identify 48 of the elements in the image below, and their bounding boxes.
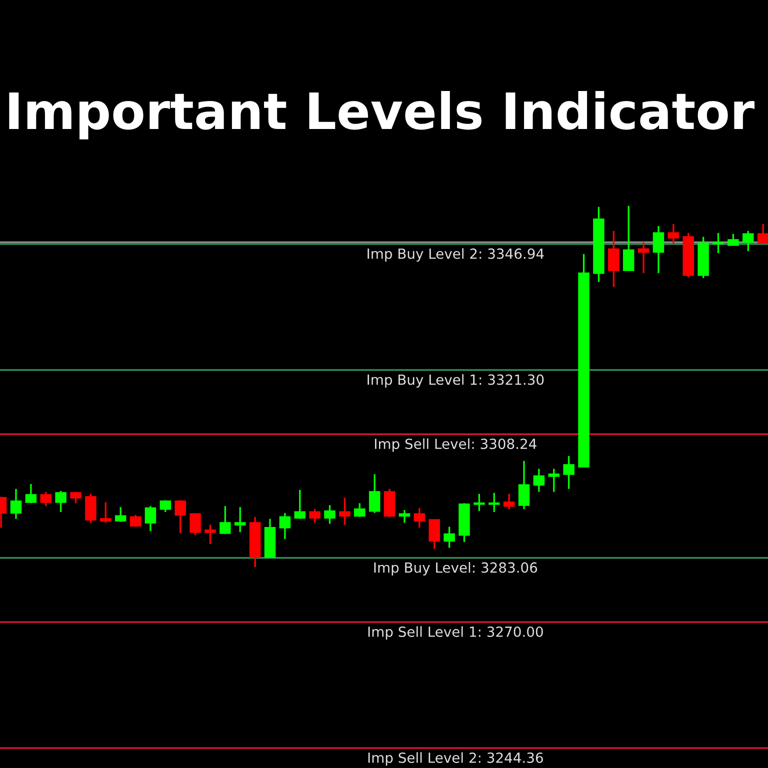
candlestick bbox=[414, 507, 426, 529]
candlestick bbox=[190, 513, 201, 536]
candlestick bbox=[204, 524, 216, 545]
candlestick bbox=[757, 223, 768, 244]
candlestick bbox=[25, 483, 37, 504]
candlestick bbox=[428, 519, 440, 550]
candlestick bbox=[728, 233, 739, 246]
candlestick bbox=[144, 505, 156, 532]
candlestick bbox=[85, 492, 96, 524]
ref-line-label: Imp Buy Level 1: 3321.30 bbox=[368, 374, 544, 388]
candlestick bbox=[40, 491, 52, 507]
candlestick bbox=[294, 489, 306, 520]
candlestick bbox=[742, 230, 754, 252]
candlestick bbox=[174, 499, 186, 534]
candlestick bbox=[444, 526, 455, 549]
candlestick bbox=[474, 492, 485, 512]
candlestick bbox=[55, 490, 66, 513]
ref-line-label: Imp Sell Level: 3308.24 bbox=[375, 438, 536, 452]
candlestick bbox=[100, 501, 112, 524]
ref-line-label: Imp Sell Level 2: 3244.36 bbox=[368, 752, 543, 766]
candlestick bbox=[354, 502, 366, 518]
candlestick bbox=[712, 232, 724, 254]
candlestick bbox=[503, 492, 515, 510]
candlestick bbox=[220, 505, 231, 535]
candlestick bbox=[518, 460, 530, 510]
candlestick bbox=[398, 509, 410, 524]
candlestick bbox=[234, 506, 246, 533]
ref-line-label: Imp Buy Level 2: 3346.94 bbox=[368, 248, 544, 262]
ref-line-label: Imp Sell Level 1: 3270.00 bbox=[368, 626, 543, 640]
candlestick bbox=[533, 468, 545, 493]
candlestick bbox=[548, 468, 560, 493]
candlestick bbox=[114, 506, 126, 523]
candlestick bbox=[10, 488, 22, 520]
candlestick bbox=[309, 508, 320, 524]
candlestick bbox=[279, 512, 291, 540]
candlestick bbox=[488, 492, 500, 513]
candlestick bbox=[339, 496, 350, 526]
candlestick bbox=[638, 241, 650, 274]
ref-line-label: Imp Buy Level: 3283.06 bbox=[374, 562, 538, 576]
candlestick bbox=[160, 499, 172, 513]
candlestick bbox=[324, 504, 336, 525]
candlestick bbox=[563, 455, 574, 490]
candlestick bbox=[608, 230, 620, 288]
candlestick bbox=[368, 473, 380, 514]
candlestick bbox=[652, 225, 664, 274]
text: Important Levels Indicator bbox=[9, 91, 755, 140]
candlestick bbox=[622, 205, 634, 272]
candlestick bbox=[668, 223, 680, 246]
